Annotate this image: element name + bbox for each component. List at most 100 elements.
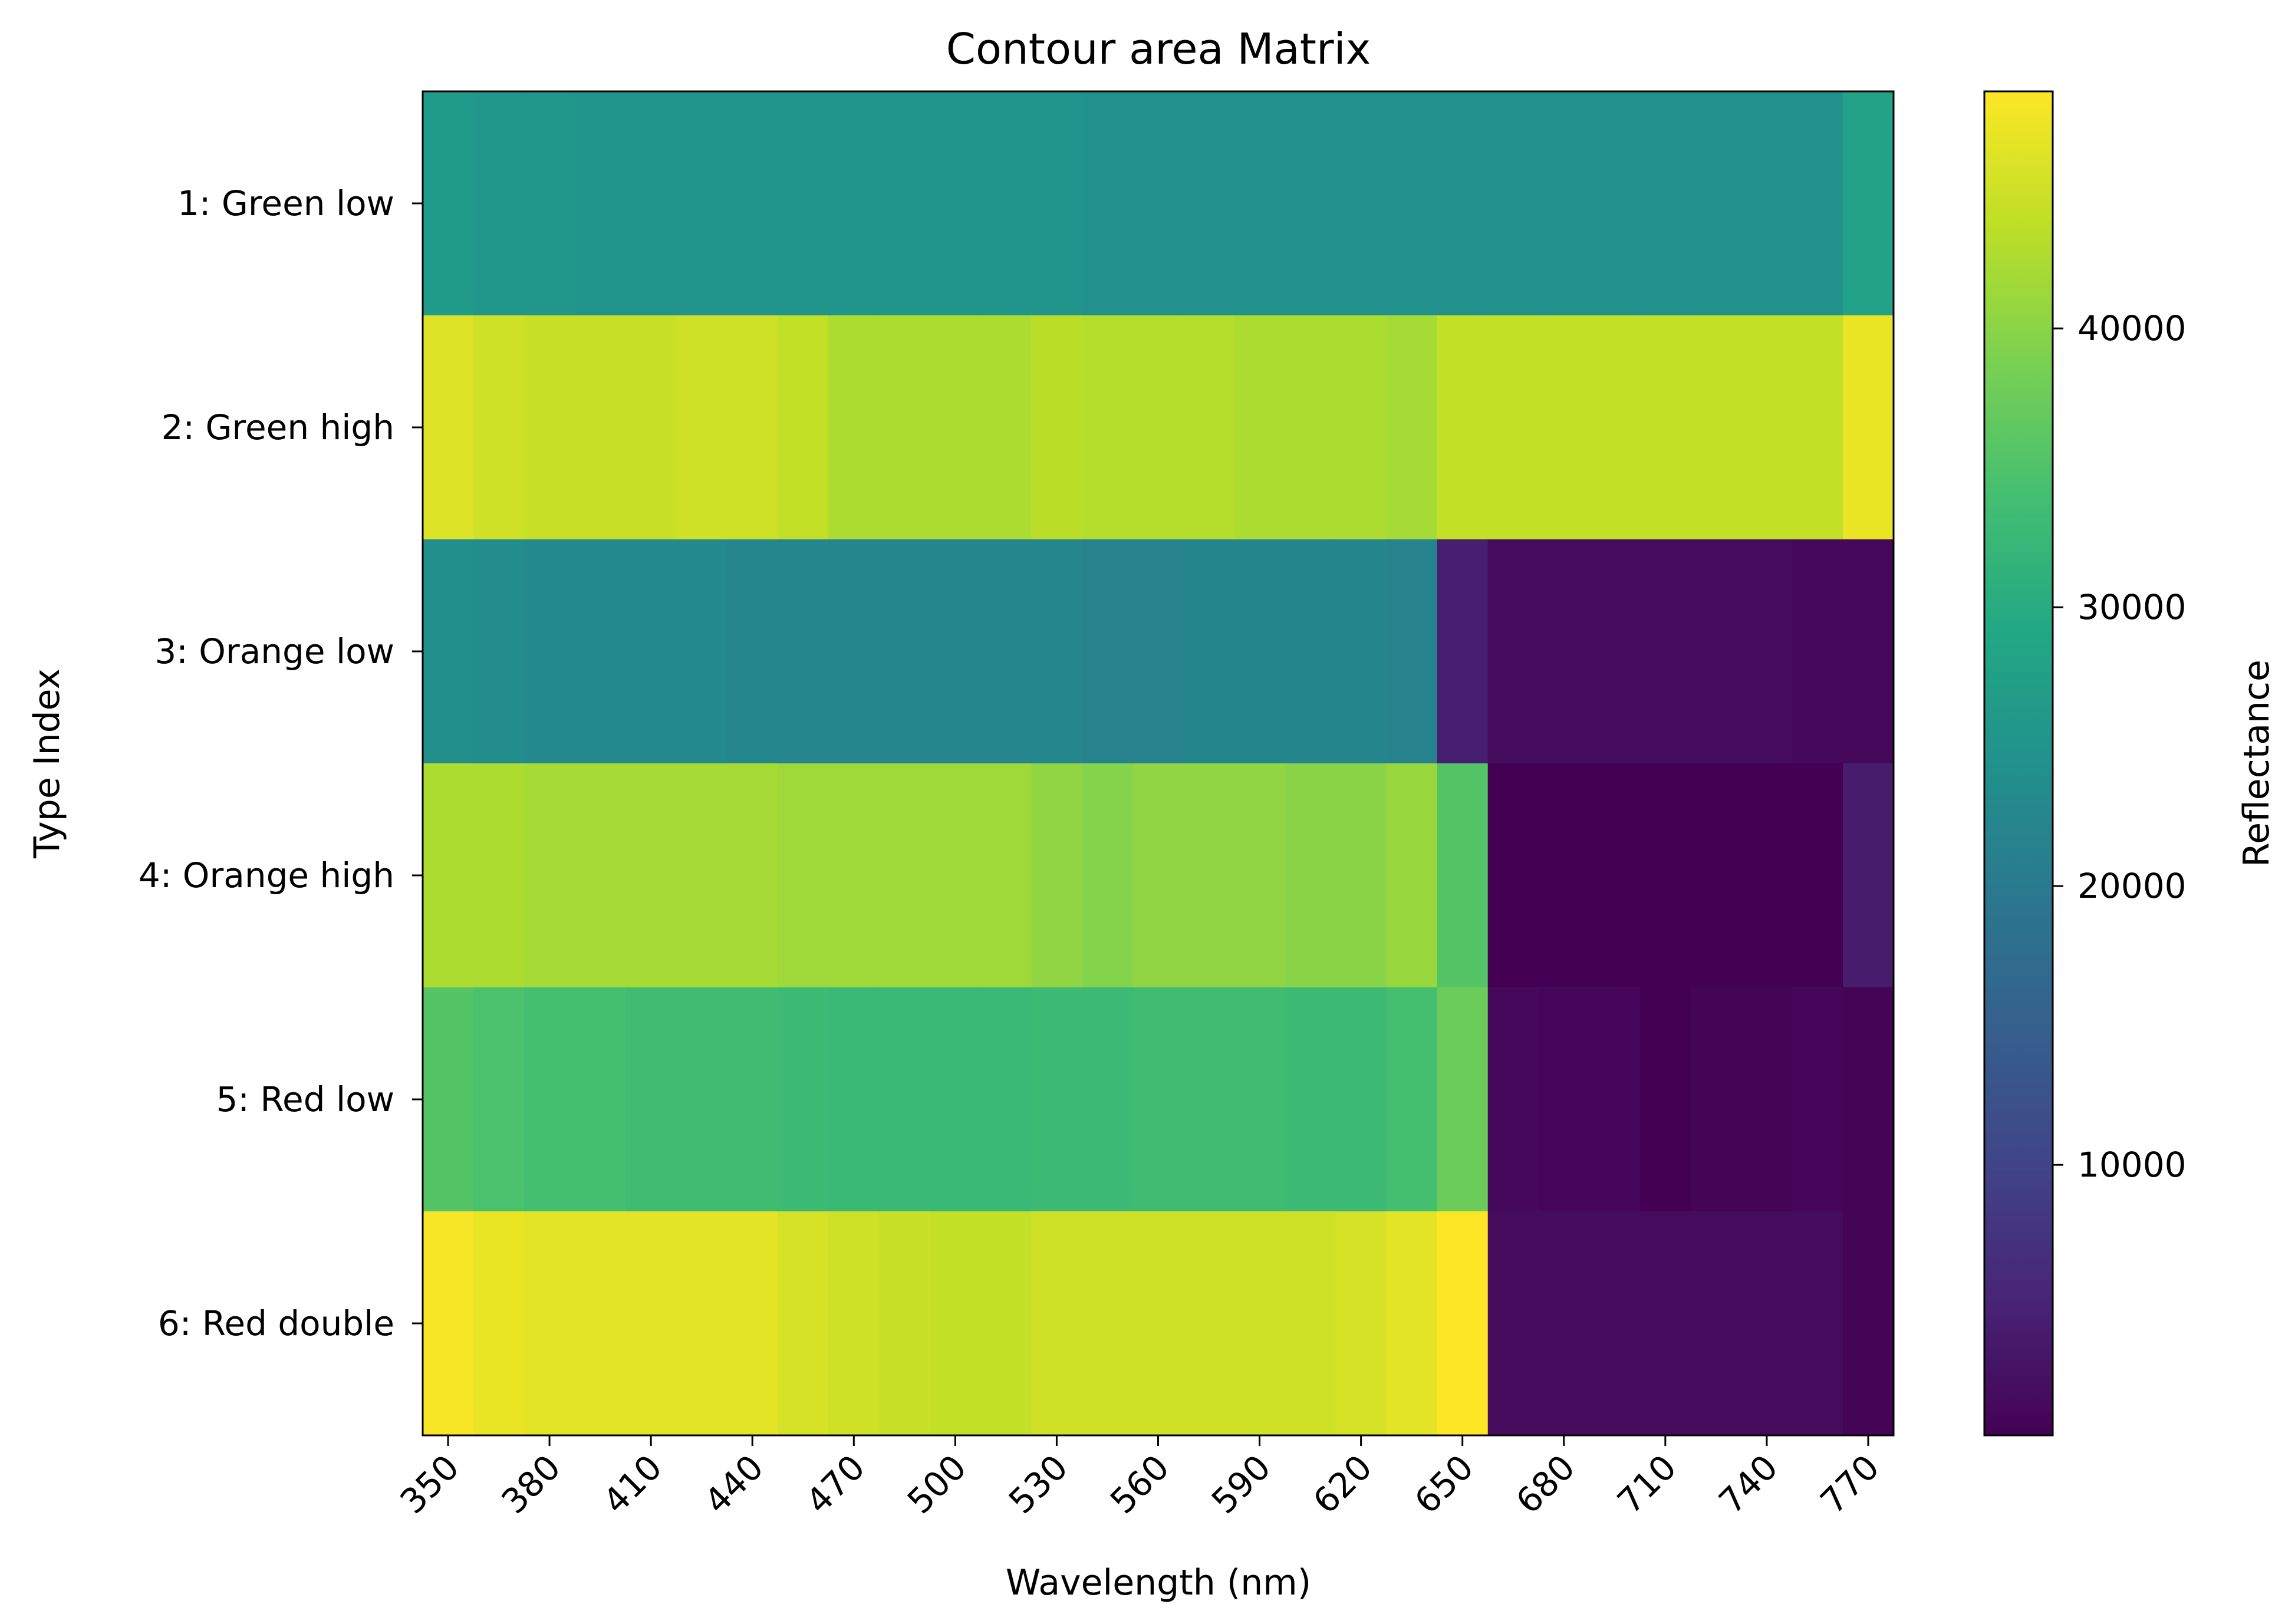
heatmap-cell (1234, 987, 1286, 1212)
heatmap-cell (1741, 763, 1793, 988)
heatmap-cell (1487, 763, 1539, 988)
y-tick-label: 3: Orange low (154, 631, 394, 671)
heatmap-cell (1437, 987, 1489, 1212)
heatmap-cell (676, 315, 727, 540)
heatmap-cell (575, 315, 626, 540)
heatmap-cell (1741, 539, 1793, 764)
y-tick-label: 4: Orange high (139, 855, 394, 895)
heatmap-cell (423, 91, 474, 316)
heatmap-cell (1234, 1211, 1286, 1436)
heatmap-cell (423, 315, 474, 540)
x-axis-ticks: 350 380 410 440 470 500 530 560 590 620 650 680 710 7… (393, 1435, 1887, 1521)
colorbar (1983, 90, 2054, 1437)
heatmap-cell (1538, 539, 1590, 764)
heatmap-cell (575, 763, 626, 988)
heatmap-cell (676, 1211, 727, 1436)
heatmap-cell (1538, 91, 1590, 316)
heatmap-cell (879, 91, 930, 316)
heatmap-cell (778, 91, 829, 316)
heatmap-cell (1792, 315, 1843, 540)
heatmap-cell (676, 539, 727, 764)
heatmap-cell (1437, 539, 1489, 764)
heatmap-cell (727, 763, 778, 988)
heatmap-cell (1335, 1211, 1387, 1436)
heatmap-cell (980, 1211, 1032, 1436)
heatmap-cell (1132, 987, 1184, 1212)
heatmap-cell (1285, 91, 1336, 316)
x-tick-label: 590 (1204, 1447, 1278, 1521)
heatmap-cell (1285, 1211, 1336, 1436)
heatmap-cell (1335, 315, 1387, 540)
colorbar-label: Reflectance (2236, 660, 2277, 867)
heatmap-cell (778, 987, 829, 1212)
heatmap-cell (1183, 987, 1235, 1212)
heatmap-cell (879, 763, 930, 988)
heatmap-cell (1639, 1211, 1691, 1436)
heatmap-cell (1538, 763, 1590, 988)
x-tick-label: 500 (900, 1447, 974, 1521)
x-tick-label: 740 (1711, 1447, 1785, 1521)
heatmap-cell (1842, 315, 1894, 540)
heatmap-cell (1437, 1211, 1489, 1436)
heatmap-cell (1741, 315, 1793, 540)
heatmap-cell (980, 539, 1032, 764)
heatmap-cell (828, 315, 880, 540)
heatmap-cell (1031, 539, 1083, 764)
heatmap-cell (1386, 539, 1438, 764)
heatmap-cell (1437, 91, 1489, 316)
heatmap-cell (1437, 315, 1489, 540)
heatmap-cell (727, 91, 778, 316)
heatmap-cell (1538, 315, 1590, 540)
y-tick-label: 2: Green high (162, 407, 394, 447)
heatmap-cell (1285, 987, 1336, 1212)
x-tick-label: 410 (595, 1447, 670, 1521)
heatmap-cell (1132, 315, 1184, 540)
heatmap-cell (1132, 1211, 1184, 1436)
heatmap-cell (930, 763, 981, 988)
heatmap-cell (625, 315, 677, 540)
heatmap-cell (1335, 763, 1387, 988)
heatmap-cell (1183, 539, 1235, 764)
heatmap-cell (1487, 315, 1539, 540)
heatmap-cell (1741, 91, 1793, 316)
heatmap-cell (1792, 987, 1843, 1212)
heatmap-cell (1639, 315, 1691, 540)
x-tick-label: 470 (798, 1447, 872, 1521)
heatmap-cell (1741, 1211, 1793, 1436)
heatmap-cell (1690, 1211, 1742, 1436)
heatmap-cell (1183, 763, 1235, 988)
y-tick-label: 6: Red double (158, 1303, 394, 1343)
colorbar-tick-label: 30000 (2077, 587, 2187, 627)
heatmap-cell (1183, 315, 1235, 540)
heatmap-cell (980, 91, 1032, 316)
heatmap-cell (423, 539, 474, 764)
heatmap-cell (1842, 91, 1894, 316)
heatmap-cell (524, 763, 575, 988)
heatmap-cell (1487, 987, 1539, 1212)
heatmap-cell (1589, 1211, 1641, 1436)
heatmap-cell (980, 763, 1032, 988)
heatmap-cell (1335, 91, 1387, 316)
heatmap-cell (1741, 987, 1793, 1212)
x-tick-label: 770 (1813, 1447, 1887, 1521)
heatmap-cell (1031, 763, 1083, 988)
heatmap-cell (473, 91, 525, 316)
heatmap-cell (828, 539, 880, 764)
heatmap-cell (1031, 1211, 1083, 1436)
heatmap-cell (1234, 315, 1286, 540)
heatmap-cells (423, 91, 1894, 1436)
heatmap-cell (1639, 91, 1691, 316)
heatmap-cell (1082, 91, 1134, 316)
heatmap-cell (1538, 1211, 1590, 1436)
x-tick-label: 560 (1102, 1447, 1177, 1521)
heatmap-cell (1792, 763, 1843, 988)
heatmap-cell (828, 1211, 880, 1436)
colorbar-tick-label: 10000 (2077, 1145, 2187, 1185)
heatmap-cell (1183, 1211, 1235, 1436)
heatmap-cell (676, 91, 727, 316)
heatmap-cell (625, 763, 677, 988)
heatmap-cell (930, 91, 981, 316)
x-tick-label: 650 (1407, 1447, 1481, 1521)
heatmap-cell (524, 539, 575, 764)
